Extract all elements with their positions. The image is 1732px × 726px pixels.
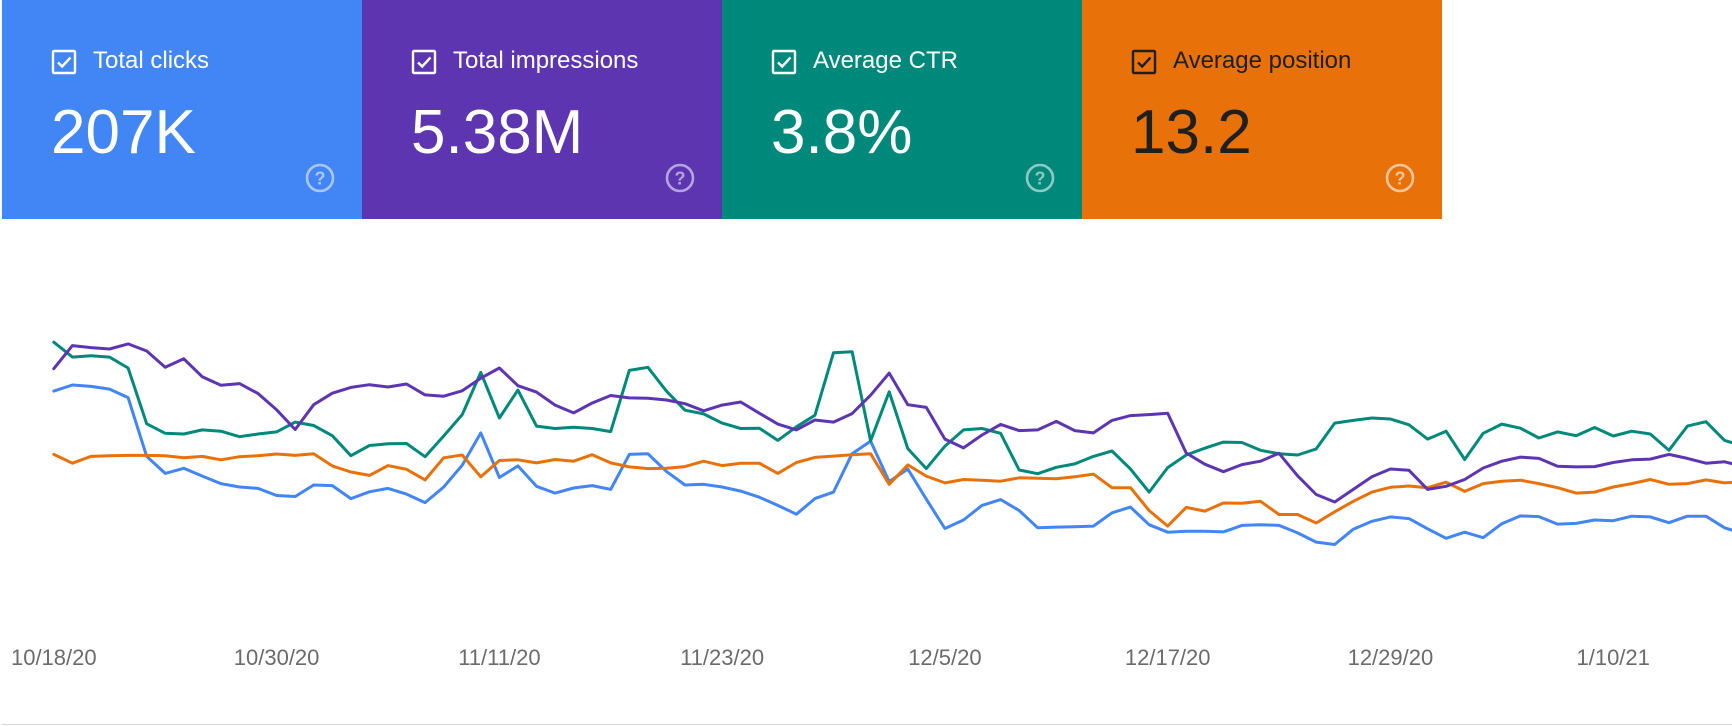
help-circle-icon[interactable]: ?: [1024, 162, 1056, 194]
metric-label: Average CTR: [813, 47, 958, 74]
metric-label: Average position: [1173, 47, 1352, 74]
performance-line-chart[interactable]: 10/18/20 10/30/20 11/11/20 11/23/20 12/5/20 1…: [0, 219, 1732, 724]
metric-card-total-clicks[interactable]: Total clicks 207K ?: [2, 0, 362, 219]
x-tick-label: 12/29/20: [1348, 645, 1434, 670]
x-tick-label: 12/17/20: [1125, 645, 1211, 670]
series-line-2: [52, 452, 1732, 528]
series-line-3: [52, 340, 1732, 494]
svg-text:?: ?: [1035, 169, 1046, 189]
svg-text:?: ?: [1395, 169, 1406, 189]
metric-cards: Total clicks 207K ? Total impressions 5.…: [2, 0, 1442, 219]
metric-card-total-impressions[interactable]: Total impressions 5.38M ?: [362, 0, 722, 219]
series-layer: [52, 340, 1732, 546]
svg-text:?: ?: [675, 169, 686, 189]
checkbox-checked-icon[interactable]: [771, 49, 797, 75]
help-circle-icon[interactable]: ?: [1384, 162, 1416, 194]
svg-text:?: ?: [315, 169, 326, 189]
help-circle-icon[interactable]: ?: [664, 162, 696, 194]
help-circle-icon[interactable]: ?: [304, 162, 336, 194]
x-tick-label: 10/18/20: [11, 645, 97, 670]
checkbox-checked-icon[interactable]: [1131, 49, 1157, 75]
series-line-4: [52, 342, 1732, 504]
metric-value: 13.2: [1131, 98, 1252, 167]
metric-value: 207K: [51, 98, 196, 167]
x-tick-label: 1/10/21: [1576, 645, 1649, 670]
x-tick-label: 11/11/20: [458, 645, 540, 670]
metric-value: 5.38M: [411, 98, 584, 167]
series-line-1: [52, 383, 1732, 546]
metric-label: Total clicks: [93, 47, 210, 74]
x-axis: 10/18/20 10/30/20 11/11/20 11/23/20 12/5/20 1…: [11, 645, 1650, 670]
metric-card-average-ctr[interactable]: Average CTR 3.8% ?: [722, 0, 1082, 219]
x-tick-label: 11/23/20: [680, 645, 764, 670]
x-tick-label: 10/30/20: [234, 645, 320, 670]
x-tick-label: 12/5/20: [908, 645, 981, 670]
checkbox-checked-icon[interactable]: [411, 49, 437, 75]
checkbox-checked-icon[interactable]: [51, 49, 77, 75]
metric-label: Total impressions: [453, 47, 639, 74]
metric-card-average-position[interactable]: Average position 13.2 ?: [1082, 0, 1442, 219]
metric-value: 3.8%: [771, 98, 913, 167]
